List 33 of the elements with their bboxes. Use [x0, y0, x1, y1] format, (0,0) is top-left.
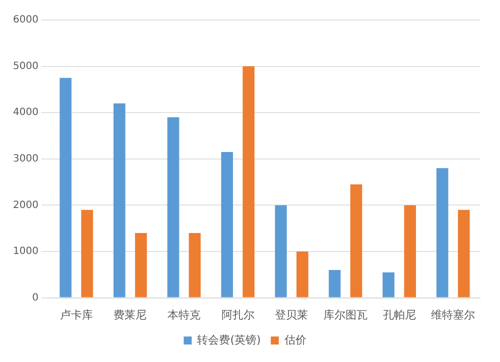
bar	[221, 152, 233, 298]
bar	[328, 270, 341, 298]
x-tick-label: 阿扎尔	[221, 308, 254, 322]
x-tick-label: 费莱尼	[114, 308, 147, 322]
bar	[382, 272, 394, 298]
x-tick-label: 维特塞尔	[431, 308, 476, 322]
bar	[188, 232, 201, 298]
x-tick-label: 卢卡库	[60, 308, 93, 322]
x-tick-label: 库尔图瓦	[323, 308, 368, 322]
y-tick-label: 0	[32, 292, 38, 304]
bar	[296, 252, 308, 298]
bar	[274, 205, 287, 298]
bar	[135, 232, 147, 298]
y-tick-label: 1000	[12, 246, 38, 258]
y-tick-label: 3000	[12, 153, 38, 164]
x-tick-label: 孔帕尼	[382, 308, 416, 322]
y-tick-label: 6000	[12, 14, 38, 26]
bar	[167, 117, 180, 298]
y-tick-label: 4000	[12, 107, 38, 118]
y-tick-label: 5000	[12, 60, 38, 72]
bar	[242, 66, 254, 298]
x-tick-label: 登贝莱	[275, 308, 308, 322]
bar	[60, 78, 72, 298]
legend-label: 转会费(英镑)	[197, 333, 261, 346]
y-tick-label: 2000	[12, 200, 38, 211]
legend-label: 估价	[284, 333, 306, 346]
bar	[350, 184, 362, 298]
bar	[113, 103, 126, 298]
bar	[81, 210, 94, 298]
bar	[404, 205, 416, 298]
x-tick-label: 本特克	[167, 308, 200, 322]
bar	[458, 210, 470, 298]
bar	[436, 168, 448, 298]
